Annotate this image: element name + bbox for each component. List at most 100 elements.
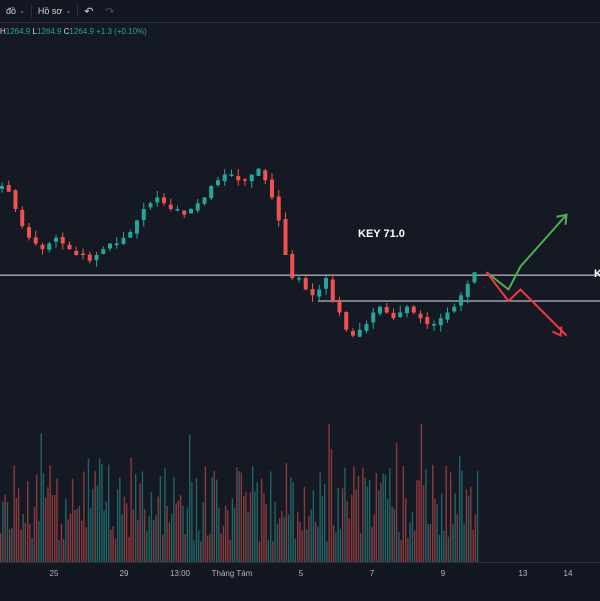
volume-bar xyxy=(233,507,236,562)
volume-bar xyxy=(472,529,474,562)
volume-bar xyxy=(236,467,238,562)
volume-bar xyxy=(452,523,454,562)
volume-bar xyxy=(220,533,222,562)
volume-bar xyxy=(344,467,346,562)
volume-bar xyxy=(224,505,227,562)
volume-bar xyxy=(33,506,36,562)
volume-bar xyxy=(58,540,60,562)
volume-bar xyxy=(240,472,243,562)
volume-bar xyxy=(148,516,150,562)
volume-bar xyxy=(260,478,263,562)
profile-button[interactable]: Hồ sơ ⌄ xyxy=(32,0,77,22)
volume-bar xyxy=(78,505,81,562)
volume-bar xyxy=(432,464,434,562)
volume-bar xyxy=(71,478,74,562)
volume-bar xyxy=(470,486,472,562)
candle-body xyxy=(81,253,85,256)
candle-body xyxy=(54,237,58,242)
volume-bar xyxy=(326,541,328,562)
candle-body xyxy=(438,318,443,326)
volume-bar xyxy=(27,481,29,562)
candle-body xyxy=(276,196,281,221)
volume-bar xyxy=(465,489,468,562)
volume-bar xyxy=(371,527,373,562)
volume-bar xyxy=(141,471,144,562)
volume-bar xyxy=(463,523,465,562)
candle-body xyxy=(40,244,45,250)
volume-bar xyxy=(170,513,173,562)
chart-type-button[interactable]: đồ ⌄ xyxy=(0,0,31,22)
time-axis[interactable]: 25 29 13:00 Tháng Tám 5 7 9 13 14 xyxy=(0,562,600,601)
volume-bar xyxy=(380,483,382,562)
candle-body xyxy=(182,210,187,215)
time-axis-label: 29 xyxy=(119,569,129,578)
time-axis-label: 14 xyxy=(563,569,573,578)
candle-body xyxy=(175,209,180,211)
volume-bar xyxy=(2,501,4,562)
volume-bar xyxy=(308,515,310,562)
volume-bar xyxy=(216,479,218,562)
volume-bar xyxy=(418,480,420,562)
candle-body xyxy=(290,253,295,278)
volume-bar xyxy=(132,509,135,562)
volume-bar xyxy=(189,434,191,562)
volume-bar xyxy=(389,468,391,562)
volume-bar xyxy=(434,498,436,562)
volume-bar xyxy=(137,519,139,562)
volume-bar xyxy=(155,515,157,562)
volume-bar xyxy=(386,499,389,562)
volume-bar xyxy=(125,503,128,562)
toolbar-divider xyxy=(30,4,32,18)
volume-bar xyxy=(177,500,180,562)
volume-bar xyxy=(459,456,461,562)
time-axis-label: 7 xyxy=(369,569,375,578)
volume-bar xyxy=(317,526,319,562)
time-axis-label: Tháng Tám xyxy=(211,569,253,578)
candle-body xyxy=(101,249,106,254)
candle-body xyxy=(384,307,389,313)
candle-body xyxy=(263,170,268,181)
candle-body xyxy=(405,306,409,314)
candle-body xyxy=(398,312,403,318)
volume-bar xyxy=(157,496,159,562)
volume-bar xyxy=(294,538,297,562)
volume-bar xyxy=(182,505,184,562)
volume-bar xyxy=(8,529,11,562)
ohlc-readout: H1264.9 L1264.9 C1264.9 +1.3 (+0.10%) xyxy=(0,27,147,36)
candle-body xyxy=(135,220,139,234)
volume-bar xyxy=(263,493,265,562)
volume-bar xyxy=(395,443,398,562)
volume-bar xyxy=(38,520,40,562)
candle-body xyxy=(209,186,214,199)
candle-body xyxy=(297,278,301,280)
volume-bar xyxy=(152,519,155,562)
volume-bar xyxy=(427,524,429,562)
candle-body xyxy=(94,255,99,261)
redo-icon[interactable]: ↷ xyxy=(105,5,115,18)
volume-bar xyxy=(139,483,141,562)
volume-bar xyxy=(270,471,272,562)
candle-body xyxy=(74,250,79,255)
volume-bar xyxy=(238,471,240,562)
ohlc-close-key: C xyxy=(63,27,70,36)
volume-bar xyxy=(335,532,337,562)
volume-bar xyxy=(108,464,110,562)
candle-body xyxy=(364,324,369,331)
price-chart[interactable] xyxy=(0,22,600,562)
volume-bar xyxy=(256,482,258,562)
volume-bar xyxy=(29,524,31,562)
top-toolbar: đồ ⌄ Hồ sơ ⌄ ↶ ↷ xyxy=(0,0,600,23)
volume-bar xyxy=(20,529,22,562)
ohlc-change: +1.3 (+0.10%) xyxy=(96,27,147,36)
volume-bar xyxy=(89,508,92,562)
volume-bar xyxy=(222,525,225,562)
volume-bar xyxy=(193,540,195,562)
undo-icon[interactable]: ↶ xyxy=(84,5,94,18)
volume-bar xyxy=(393,509,396,562)
volume-bar xyxy=(51,495,54,562)
volume-bar xyxy=(254,491,256,562)
volume-bar xyxy=(67,519,69,562)
candle-body xyxy=(236,175,241,181)
volume-bar xyxy=(60,523,63,562)
volume-bar xyxy=(454,493,456,562)
